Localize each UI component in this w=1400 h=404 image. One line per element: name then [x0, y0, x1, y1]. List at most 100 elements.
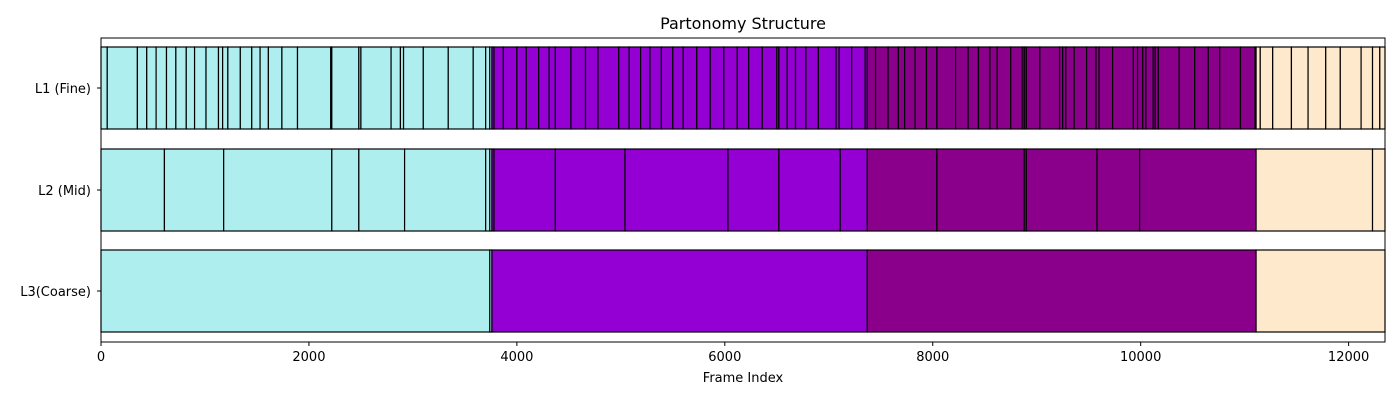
segment-bar [874, 46, 889, 130]
segment-bar [897, 46, 906, 130]
segment-bar [709, 46, 725, 130]
segment-bar [1325, 46, 1341, 130]
segment-bar [624, 148, 729, 232]
segment-bar [1086, 46, 1097, 130]
segment-bar [538, 46, 550, 130]
segment-bar [955, 46, 969, 130]
segment-bar [817, 46, 837, 130]
segment-bar [163, 148, 225, 232]
segment-bar [185, 46, 196, 130]
segment-bar [422, 46, 449, 130]
segment-bar [1073, 46, 1088, 130]
segment-bar [639, 46, 651, 130]
segment-bar [402, 46, 424, 130]
segment-bar [839, 148, 868, 232]
segment-bar [1239, 46, 1256, 130]
segment-bar [748, 46, 763, 130]
segment-bar [175, 46, 187, 130]
row-0 [100, 46, 1386, 130]
segment-bar [251, 46, 261, 130]
x-tick-label: 6000 [708, 350, 741, 365]
segment-bar [1255, 46, 1261, 130]
segment-bar [723, 46, 738, 130]
segment-bar [100, 249, 491, 333]
segment-bar [296, 46, 332, 130]
segment-bar [525, 46, 540, 130]
segment-bar [996, 46, 1012, 130]
segment-bar [155, 46, 168, 130]
segment-bar [851, 46, 866, 130]
segment-bar [967, 46, 980, 130]
segment-bar [1307, 46, 1327, 130]
segment-bar [1272, 46, 1293, 130]
row-1 [100, 148, 1386, 232]
segment-bar [838, 46, 853, 130]
segment-bar [217, 46, 224, 130]
segment-bar [136, 46, 148, 130]
segment-bar [1010, 46, 1023, 130]
segment-bar [548, 46, 556, 130]
segment-bar [1157, 46, 1180, 130]
segment-bar [1255, 148, 1374, 232]
row-2 [100, 249, 1386, 333]
segment-bar [554, 148, 626, 232]
segment-bar [904, 46, 916, 130]
segment-bar [239, 46, 253, 130]
segment-bar [502, 46, 518, 130]
segment-bar [493, 148, 556, 232]
segment-bar [100, 46, 108, 130]
x-tick-label: 12000 [1328, 350, 1369, 365]
segment-bar [672, 46, 684, 130]
y-tick-label: L1 (Fine) [35, 82, 91, 97]
segment-bar [1039, 46, 1061, 130]
x-axis: 0 2000 4000 6000 8000 10000 12000 [97, 37, 1386, 365]
x-tick-label: 0 [97, 350, 105, 365]
x-tick-label: 10000 [1120, 350, 1161, 365]
segment-bar [447, 46, 474, 130]
segment-bar [866, 46, 877, 130]
segment-bar [493, 46, 504, 130]
segment-bar [146, 46, 157, 130]
segment-bar [914, 46, 928, 130]
segment-bar [887, 46, 900, 130]
segment-bar [403, 148, 487, 232]
segment-bar [1098, 46, 1114, 130]
segment-bar [106, 46, 138, 130]
segment-bar [1194, 46, 1209, 130]
segment-bar [977, 46, 991, 130]
chart-title: Partonomy Structure [660, 14, 826, 33]
segment-bar [584, 46, 599, 130]
segment-bar [1360, 46, 1374, 130]
y-axis: L1 (Fine) L2 (Mid) L3(Coarse) [20, 82, 101, 300]
segment-bar [989, 46, 998, 130]
segment-bar [1371, 46, 1381, 130]
segment-bar [1112, 46, 1134, 130]
segment-bar [696, 46, 711, 130]
segment-bar [570, 46, 587, 130]
segment-bar [165, 46, 177, 130]
segment-bar [331, 148, 360, 232]
segment-bar [267, 46, 283, 130]
segment-bar [491, 249, 868, 333]
segment-bar [331, 46, 360, 130]
segment-bar [660, 46, 674, 130]
segment-bar [358, 148, 406, 232]
y-tick-label: L3(Coarse) [20, 285, 91, 300]
segment-bar [227, 46, 241, 130]
segment-bar [1178, 46, 1196, 130]
segment-bar [1219, 46, 1242, 130]
segment-bar [1096, 148, 1141, 232]
segment-bar [866, 148, 938, 232]
segment-bar [223, 148, 333, 232]
segment-bar [1371, 148, 1386, 232]
segment-bar [485, 148, 491, 232]
segment-bar [682, 46, 698, 130]
segment-bar [259, 46, 269, 130]
segment-bar [936, 46, 957, 130]
x-tick-label: 2000 [292, 350, 325, 365]
segment-bar [1339, 46, 1362, 130]
segment-bar [472, 46, 487, 130]
segment-bar [516, 46, 527, 130]
segment-bar [727, 148, 780, 232]
